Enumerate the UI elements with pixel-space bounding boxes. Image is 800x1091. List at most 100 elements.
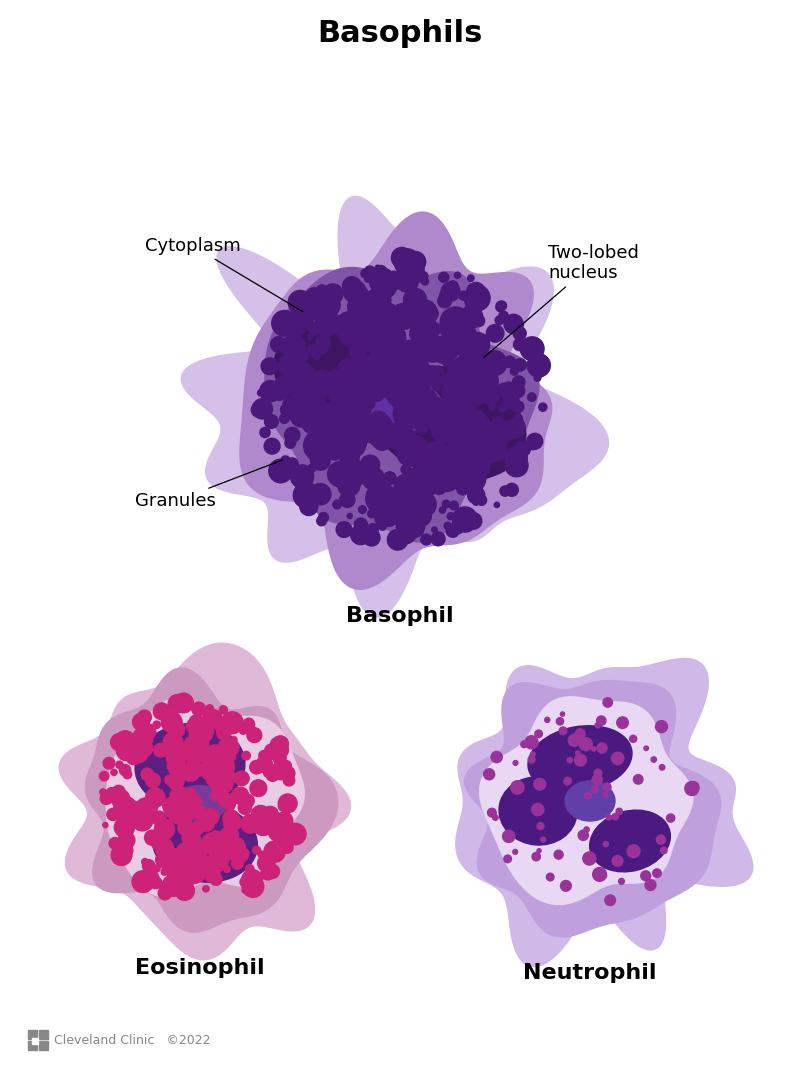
Circle shape (351, 452, 358, 459)
Circle shape (206, 770, 223, 787)
Circle shape (534, 778, 546, 790)
Circle shape (498, 404, 506, 411)
Circle shape (368, 509, 376, 518)
Circle shape (301, 396, 330, 424)
Circle shape (322, 413, 342, 434)
Circle shape (464, 350, 493, 380)
Circle shape (199, 728, 213, 741)
Circle shape (183, 766, 199, 781)
Circle shape (618, 878, 625, 884)
Circle shape (339, 442, 359, 463)
Circle shape (525, 735, 538, 748)
Circle shape (454, 415, 475, 436)
Circle shape (348, 372, 372, 396)
Circle shape (362, 467, 384, 490)
Circle shape (366, 483, 397, 514)
Circle shape (595, 722, 601, 728)
Circle shape (351, 436, 366, 451)
Circle shape (503, 393, 519, 409)
Circle shape (377, 381, 392, 396)
Bar (32, 1038, 38, 1044)
Circle shape (310, 451, 330, 470)
Circle shape (482, 350, 507, 375)
Circle shape (282, 341, 292, 351)
Circle shape (276, 467, 287, 478)
Circle shape (513, 760, 518, 765)
Circle shape (438, 273, 449, 283)
Circle shape (368, 384, 385, 401)
Circle shape (183, 842, 196, 854)
Circle shape (380, 371, 410, 401)
Circle shape (440, 289, 451, 301)
Circle shape (343, 281, 364, 302)
Circle shape (318, 440, 336, 459)
Circle shape (111, 769, 117, 776)
Circle shape (362, 421, 384, 443)
Circle shape (181, 829, 188, 836)
Circle shape (422, 456, 448, 483)
Circle shape (162, 863, 173, 874)
Circle shape (339, 397, 353, 411)
Text: Cytoplasm: Cytoplasm (145, 237, 302, 312)
Circle shape (447, 360, 470, 382)
Circle shape (315, 311, 341, 336)
Circle shape (214, 870, 220, 876)
Circle shape (358, 297, 375, 313)
Circle shape (142, 859, 148, 865)
Circle shape (439, 338, 460, 359)
Circle shape (474, 315, 485, 326)
Circle shape (283, 401, 300, 418)
Circle shape (151, 835, 166, 850)
Circle shape (406, 387, 424, 405)
Circle shape (272, 750, 278, 757)
Circle shape (103, 823, 108, 828)
Circle shape (278, 794, 297, 813)
Circle shape (264, 439, 280, 454)
Circle shape (418, 467, 423, 473)
Circle shape (368, 349, 392, 372)
Circle shape (256, 756, 273, 772)
Circle shape (370, 313, 381, 324)
Circle shape (439, 467, 454, 482)
Circle shape (215, 830, 234, 848)
Circle shape (126, 750, 142, 765)
Circle shape (174, 748, 189, 763)
Circle shape (451, 368, 472, 388)
Circle shape (612, 855, 623, 866)
Circle shape (370, 429, 388, 447)
Circle shape (339, 454, 359, 475)
Circle shape (398, 307, 409, 319)
Circle shape (606, 815, 611, 820)
Circle shape (236, 850, 248, 862)
Circle shape (205, 871, 216, 882)
Circle shape (306, 311, 314, 320)
Text: Two-lobed
nucleus: Two-lobed nucleus (484, 243, 639, 357)
Circle shape (359, 290, 369, 300)
Circle shape (206, 705, 214, 712)
Circle shape (405, 358, 430, 383)
Circle shape (156, 825, 167, 837)
Circle shape (422, 278, 429, 285)
Circle shape (109, 838, 121, 849)
Circle shape (430, 408, 458, 435)
Circle shape (432, 382, 440, 391)
Circle shape (464, 352, 471, 360)
Circle shape (197, 868, 206, 878)
Circle shape (470, 487, 484, 501)
Circle shape (489, 404, 495, 410)
Circle shape (283, 398, 295, 410)
Circle shape (179, 794, 194, 808)
Circle shape (221, 826, 238, 844)
Circle shape (222, 776, 230, 783)
Circle shape (496, 303, 504, 312)
Circle shape (318, 513, 329, 523)
Circle shape (164, 802, 179, 817)
Circle shape (210, 791, 220, 801)
Circle shape (243, 718, 254, 729)
Circle shape (138, 710, 151, 724)
Bar (39, 1041, 48, 1050)
Circle shape (218, 793, 234, 807)
Circle shape (101, 774, 107, 780)
Circle shape (603, 841, 608, 847)
Circle shape (400, 514, 425, 538)
